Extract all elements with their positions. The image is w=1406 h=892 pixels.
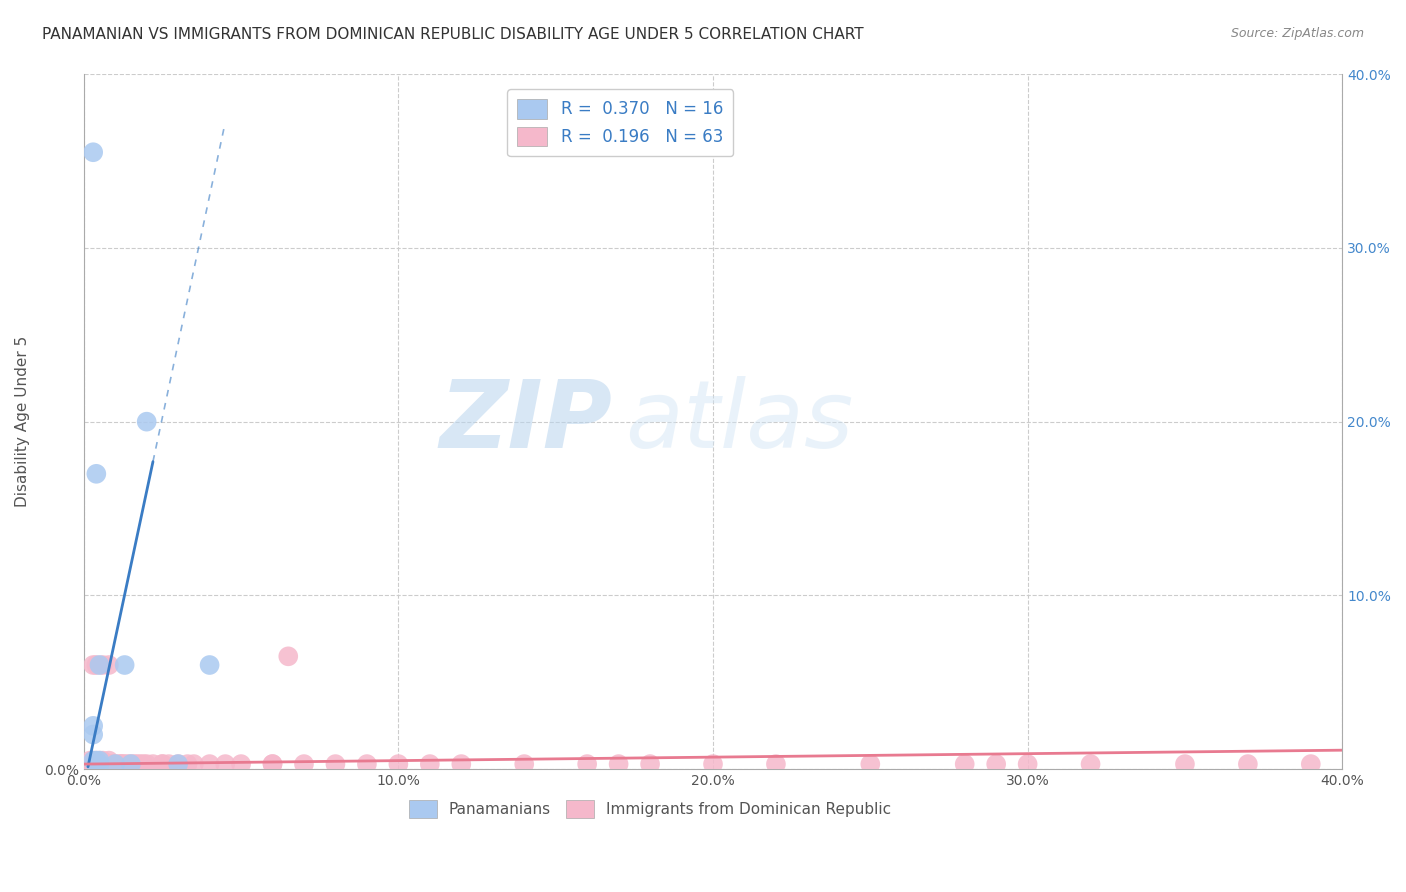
- Point: [91, 658, 114, 673]
- Text: PANAMANIAN VS IMMIGRANTS FROM DOMINICAN REPUBLIC DISABILITY AGE UNDER 5 CORRELAT: PANAMANIAN VS IMMIGRANTS FROM DOMINICAN …: [42, 27, 863, 42]
- Text: atlas: atlas: [624, 376, 853, 467]
- Text: Source: ZipAtlas.com: Source: ZipAtlas.com: [1230, 27, 1364, 40]
- Point: [262, 757, 284, 772]
- Point: [292, 757, 315, 772]
- Text: ZIP: ZIP: [440, 376, 613, 467]
- Point: [86, 467, 108, 481]
- Point: [89, 754, 111, 768]
- Point: [638, 757, 661, 772]
- Point: [419, 757, 441, 772]
- Point: [97, 757, 120, 772]
- Point: [89, 757, 111, 772]
- Legend: Panamanians, Immigrants from Dominican Republic: Panamanians, Immigrants from Dominican R…: [404, 795, 897, 824]
- Point: [79, 754, 101, 768]
- Point: [152, 757, 174, 772]
- Point: [86, 754, 108, 768]
- Point: [576, 757, 599, 772]
- Point: [132, 757, 155, 772]
- Point: [114, 658, 136, 673]
- Point: [82, 658, 104, 673]
- Point: [356, 757, 378, 772]
- Point: [183, 757, 205, 772]
- Point: [702, 757, 724, 772]
- Point: [86, 754, 108, 768]
- Point: [79, 757, 101, 772]
- Point: [110, 757, 132, 772]
- Point: [127, 757, 149, 772]
- Point: [198, 757, 221, 772]
- Point: [86, 757, 108, 772]
- Point: [176, 757, 198, 772]
- Point: [986, 757, 1008, 772]
- Point: [859, 757, 882, 772]
- Point: [167, 757, 190, 772]
- Point: [135, 415, 157, 429]
- Point: [94, 757, 117, 772]
- Point: [97, 754, 120, 768]
- Point: [387, 757, 409, 772]
- Point: [157, 757, 180, 772]
- Point: [82, 757, 104, 772]
- Point: [450, 757, 472, 772]
- Point: [953, 757, 976, 772]
- Point: [104, 757, 127, 772]
- Point: [1017, 757, 1039, 772]
- Point: [513, 757, 536, 772]
- Point: [277, 649, 299, 664]
- Point: [82, 719, 104, 733]
- Point: [91, 754, 114, 768]
- Point: [82, 727, 104, 741]
- Point: [117, 757, 139, 772]
- Point: [129, 757, 152, 772]
- Point: [142, 757, 165, 772]
- Point: [114, 757, 136, 772]
- Point: [82, 145, 104, 160]
- Point: [110, 757, 132, 772]
- Point: [198, 658, 221, 673]
- Point: [107, 757, 129, 772]
- Point: [86, 757, 108, 772]
- Point: [89, 757, 111, 772]
- Point: [76, 757, 98, 772]
- Point: [120, 757, 142, 772]
- Point: [1299, 757, 1322, 772]
- Point: [765, 757, 787, 772]
- Point: [89, 658, 111, 673]
- Point: [1237, 757, 1260, 772]
- Point: [229, 757, 252, 772]
- Point: [214, 757, 236, 772]
- Y-axis label: Disability Age Under 5: Disability Age Under 5: [15, 336, 30, 508]
- Point: [1174, 757, 1197, 772]
- Point: [167, 757, 190, 772]
- Point: [262, 757, 284, 772]
- Point: [122, 757, 145, 772]
- Point: [82, 754, 104, 768]
- Point: [86, 658, 108, 673]
- Point: [1080, 757, 1102, 772]
- Point: [152, 757, 174, 772]
- Point: [135, 757, 157, 772]
- Point: [607, 757, 630, 772]
- Point: [82, 754, 104, 768]
- Point: [89, 754, 111, 768]
- Point: [120, 757, 142, 772]
- Point: [101, 757, 124, 772]
- Point: [325, 757, 347, 772]
- Point: [97, 658, 120, 673]
- Point: [91, 757, 114, 772]
- Point: [104, 757, 127, 772]
